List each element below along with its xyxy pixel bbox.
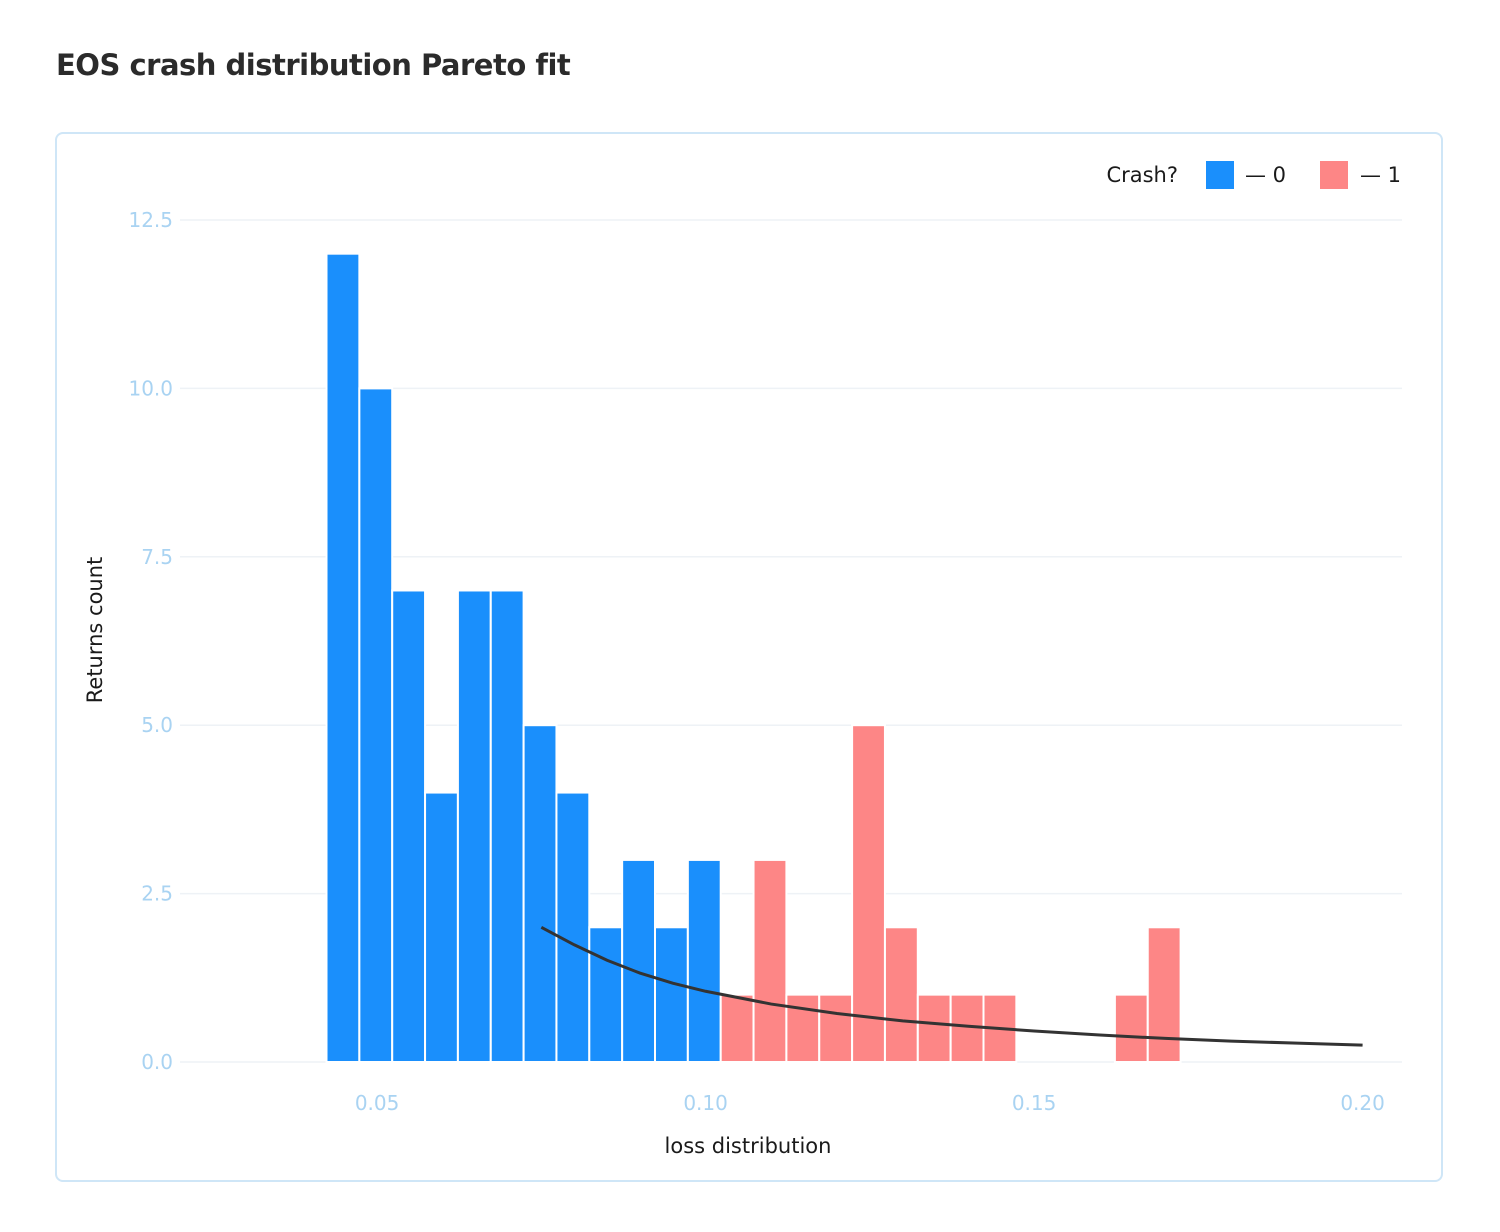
histogram-bar-crash-0	[588, 926, 624, 1064]
x-tick-labels: 0.05 0.10 0.15 0.20	[355, 1091, 1385, 1115]
histogram-bar-crash-0	[391, 589, 427, 1063]
y-tick-label: 7.5	[141, 545, 173, 569]
histogram-bar-crash-1	[719, 993, 755, 1064]
page-title: EOS crash distribution Pareto fit	[56, 48, 571, 82]
legend-label-1: — 1	[1360, 163, 1401, 187]
y-tick-label: 0.0	[141, 1050, 173, 1074]
histogram-bar-crash-1	[785, 993, 821, 1064]
legend-swatch-0	[1206, 161, 1234, 189]
legend: Crash? — 0 — 1	[1106, 161, 1401, 189]
histogram-bar-crash-0	[325, 252, 361, 1063]
y-axis-title: Returns count	[83, 557, 107, 704]
histogram-bar-crash-0	[489, 589, 525, 1063]
histogram-bar-crash-0	[522, 724, 558, 1063]
histogram-bar-crash-1	[916, 993, 952, 1064]
histogram-bars	[325, 252, 1182, 1064]
x-axis-title: loss distribution	[665, 1134, 832, 1158]
histogram-bar-crash-1	[752, 858, 788, 1063]
histogram-bar-crash-0	[654, 926, 689, 1064]
legend-label-0: — 0	[1245, 163, 1286, 187]
histogram-bar-crash-0	[456, 589, 492, 1063]
histogram-bar-crash-1	[851, 724, 886, 1063]
histogram-bar-crash-1	[1113, 993, 1149, 1064]
legend-title: Crash?	[1106, 163, 1178, 187]
pareto-fit-line	[540, 925, 1363, 1047]
x-tick-label: 0.15	[1012, 1091, 1057, 1115]
histogram-bar-crash-0	[555, 791, 591, 1063]
histogram-bar-crash-1	[1146, 926, 1182, 1064]
x-tick-label: 0.20	[1340, 1091, 1385, 1115]
y-tick-label: 5.0	[141, 713, 173, 737]
y-tick-label: 2.5	[141, 882, 173, 906]
histogram-bar-crash-0	[424, 791, 459, 1063]
x-tick-label: 0.05	[355, 1091, 400, 1115]
histogram-bar-crash-1	[818, 993, 854, 1064]
y-tick-label: 10.0	[128, 376, 173, 400]
histogram-bar-crash-0	[621, 858, 657, 1063]
histogram-bar-crash-0	[686, 858, 722, 1063]
histogram-bar-crash-1	[883, 926, 919, 1064]
legend-swatch-1	[1320, 161, 1348, 189]
y-tick-label: 12.5	[128, 208, 173, 232]
histogram-bar-crash-0	[358, 387, 394, 1063]
y-tick-labels: 0.0 2.5 5.0 7.5 10.0 12.5	[128, 208, 173, 1074]
x-tick-label: 0.10	[683, 1091, 728, 1115]
